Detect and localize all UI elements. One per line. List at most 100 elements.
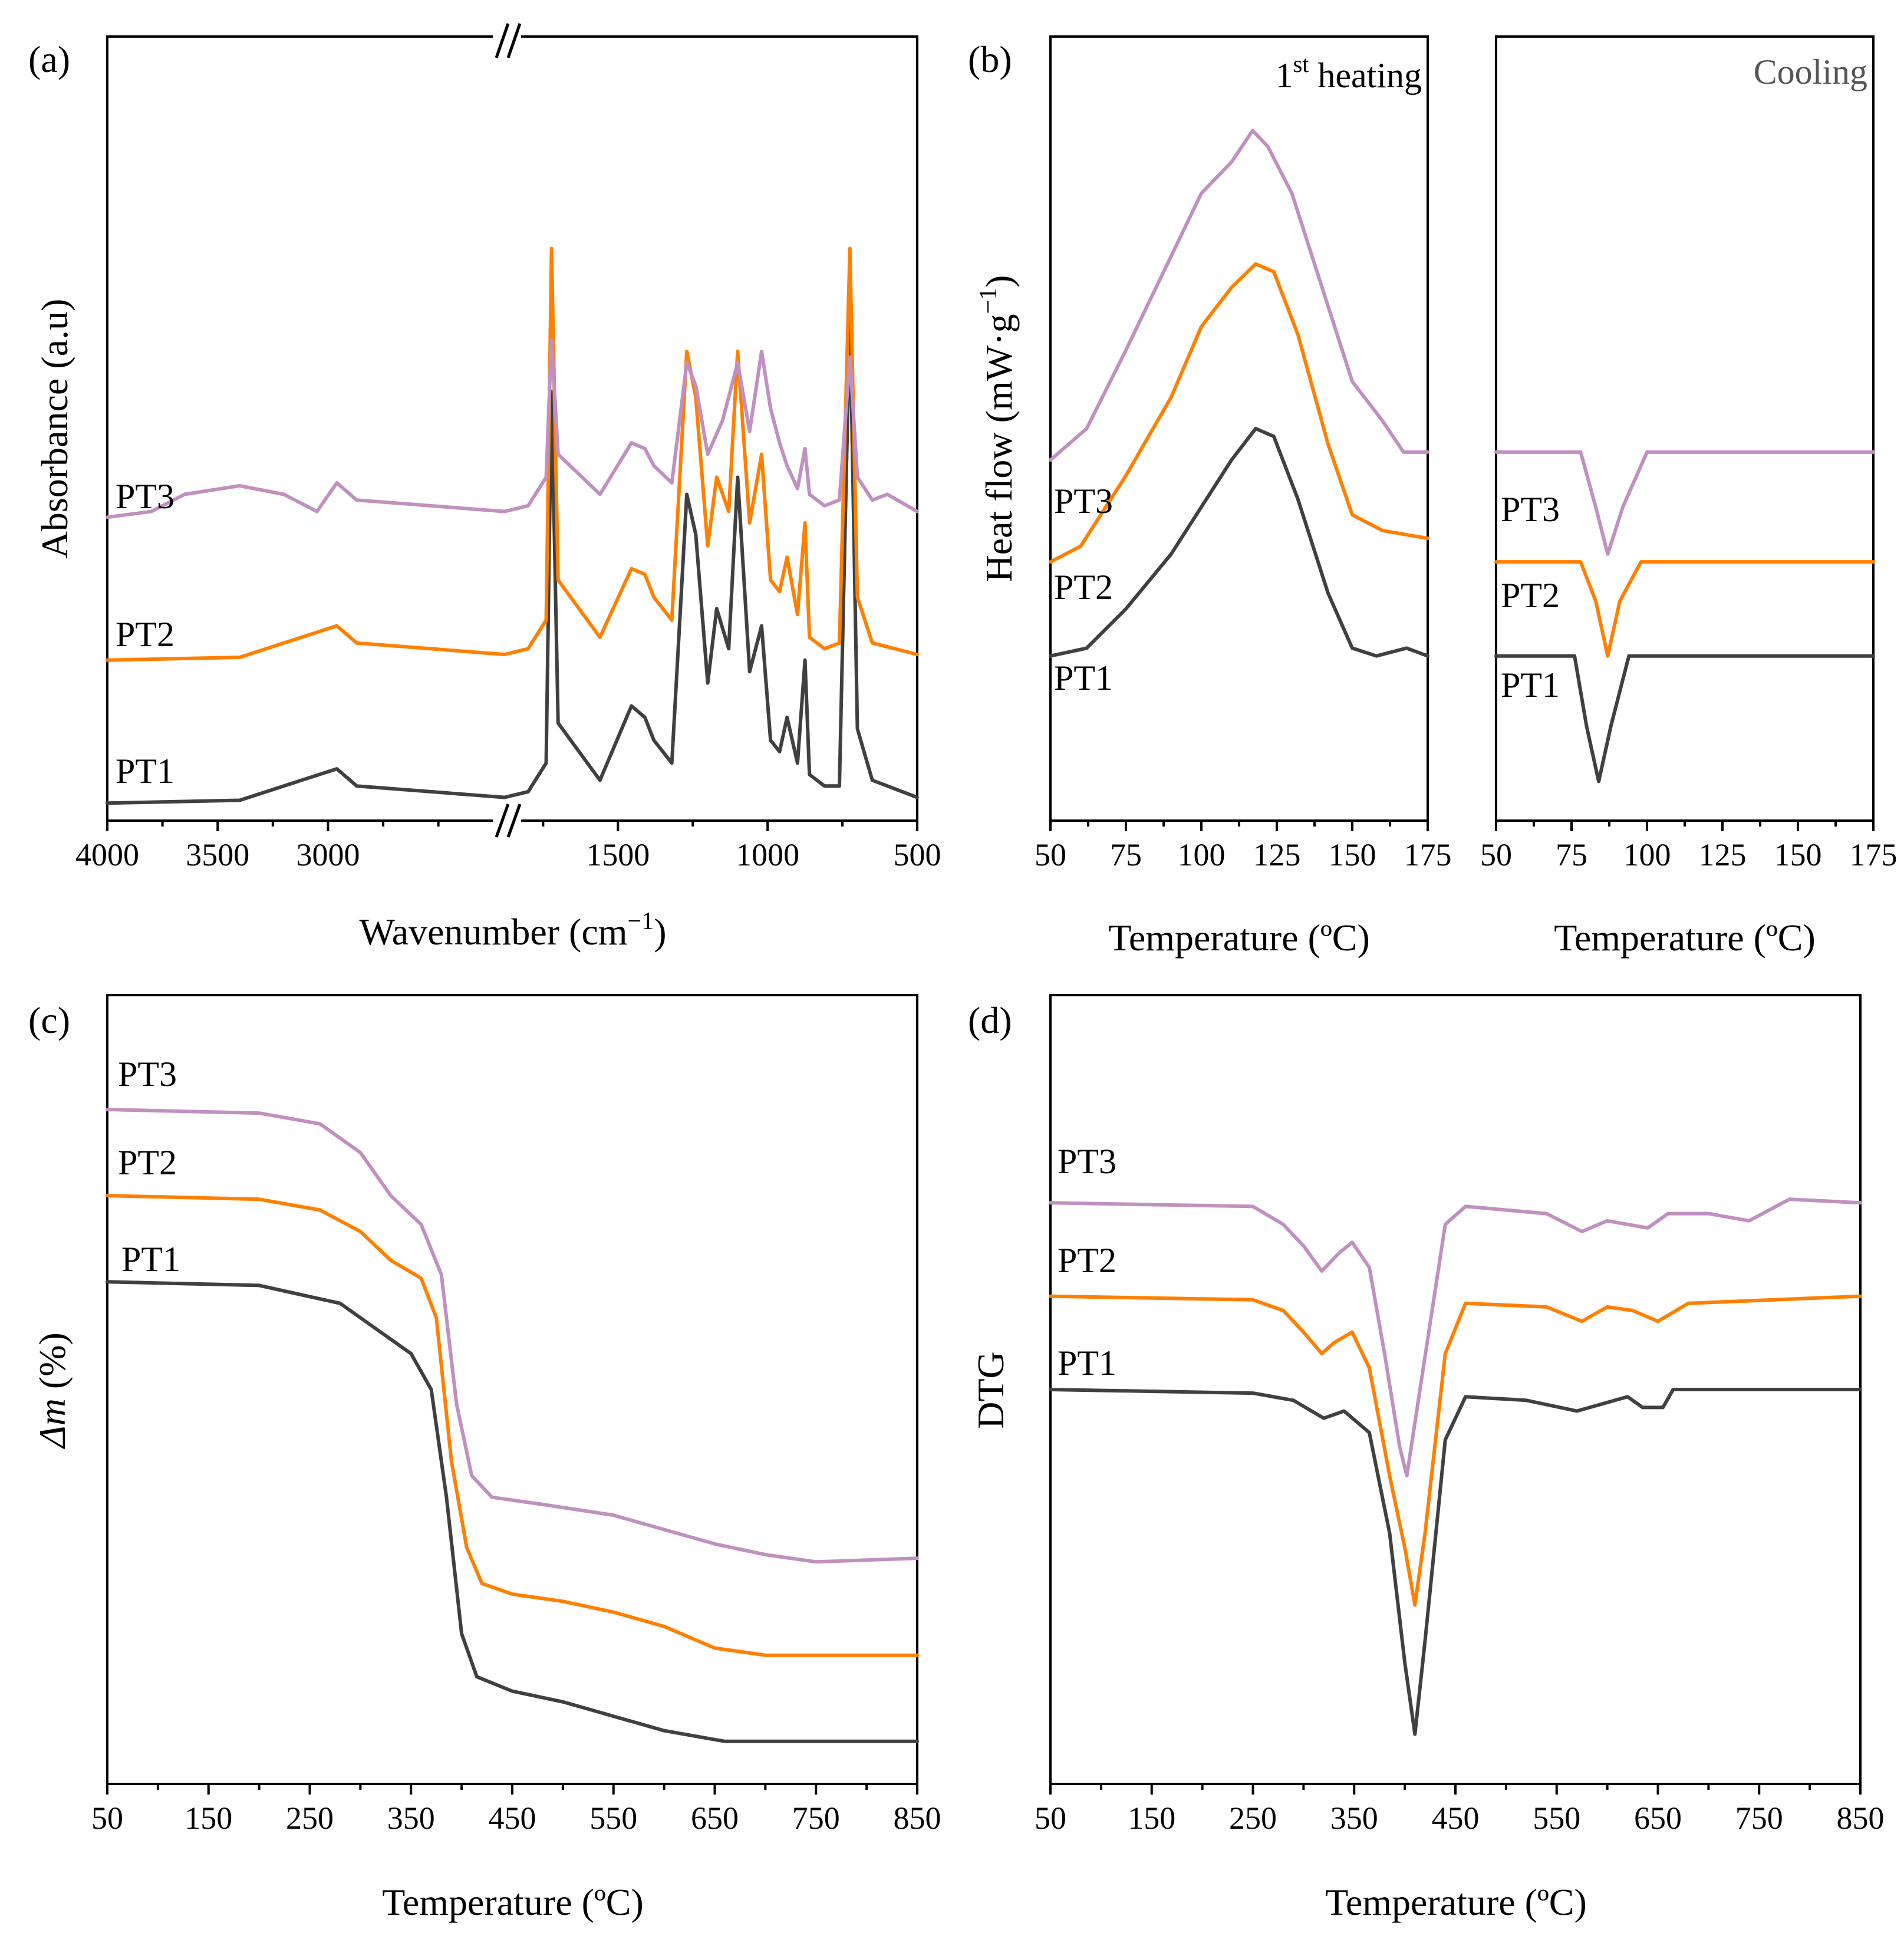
panel-d-x-tick-label-350: 350 xyxy=(1330,1800,1378,1836)
panel-d-series-pt2 xyxy=(1049,1294,1862,1607)
panel-b-cooling-ticks: 50 75 100 125 150 175 xyxy=(1480,821,1898,873)
panel-a-series-label-pt2: PT2 xyxy=(116,615,174,654)
panel-a-series-pt3 xyxy=(106,338,919,519)
panel-d-x-tick-label-50: 50 xyxy=(1035,1800,1066,1836)
panel-a-y-axis-title: Absorbance (a.u) xyxy=(34,299,75,559)
panel-a-x-axis-title: Wavenumber (cm−1) xyxy=(359,908,666,953)
panel-b-heating-label-pt2: PT2 xyxy=(1054,568,1113,607)
panel-b-heating-frame xyxy=(1049,35,1429,822)
panel-b-cooling-curves xyxy=(1494,450,1875,783)
panel-c: (c) 50 150 250 350 450 550 650 750 850 PT3 PT2 P… xyxy=(28,994,941,1923)
panel-b-heating-title: 1st heating xyxy=(1276,51,1422,95)
panel-b-heating-x-tick-label-100: 100 xyxy=(1178,837,1226,873)
panel-a-series-label-pt1: PT1 xyxy=(116,752,174,791)
panel-d-x-tick-label-850: 850 xyxy=(1837,1800,1885,1836)
panel-a-x-tick-label-4000: 4000 xyxy=(75,837,139,873)
panel-c-series-label-pt2: PT2 xyxy=(118,1143,177,1182)
panel-b-cooling-x-tick-label-75: 75 xyxy=(1556,837,1587,873)
panel-b-cooling-series-pt2 xyxy=(1494,560,1875,658)
panel-b-heating-x-axis-title: Temperature (ºC) xyxy=(1108,917,1370,959)
panel-a-x-tick-label-500: 500 xyxy=(894,837,941,873)
panel-d-x-tick-label-550: 550 xyxy=(1533,1800,1580,1836)
panel-a-ticks: 4000 3500 3000 1500 1000 500 xyxy=(75,821,941,873)
panel-c-x-tick-label-350: 350 xyxy=(387,1800,435,1836)
panel-b: (b) 50 75 100 125 150 175 50 75 100 125 150 175 1s… xyxy=(968,35,1898,959)
panel-c-letter: (c) xyxy=(28,999,70,1041)
panel-c-ticks: 50 150 250 350 450 550 650 750 850 xyxy=(91,1784,941,1836)
panel-d-curves xyxy=(1049,1197,1862,1736)
panel-d-y-axis-title: DTG xyxy=(970,1351,1012,1429)
panel-d-series-label-pt2: PT2 xyxy=(1058,1241,1116,1280)
panel-c-series-pt2 xyxy=(106,1194,919,1657)
panel-b-cooling-x-tick-label-50: 50 xyxy=(1480,837,1512,873)
panel-c-series-pt3 xyxy=(106,1108,919,1564)
panel-d-x-tick-label-450: 450 xyxy=(1432,1800,1480,1836)
panel-c-series-label-pt3: PT3 xyxy=(118,1055,177,1094)
panel-b-heating-x-tick-label-75: 75 xyxy=(1110,837,1142,873)
panel-c-x-tick-label-750: 750 xyxy=(792,1800,840,1836)
panel-b-cooling-x-tick-label-100: 100 xyxy=(1623,837,1671,873)
panel-b-heating-x-tick-label-175: 175 xyxy=(1404,837,1452,873)
panel-a-x-tick-label-1500: 1500 xyxy=(586,837,650,873)
panel-a-series-pt1 xyxy=(106,310,919,805)
panel-c-y-axis-title: Δm (%) xyxy=(31,1332,73,1450)
panel-a-axis-break-bottom xyxy=(495,804,522,838)
panel-d-letter: (d) xyxy=(968,999,1012,1041)
panel-b-heating-series-pt2 xyxy=(1049,262,1429,564)
panel-c-x-tick-label-850: 850 xyxy=(894,1800,941,1836)
panel-d: (d) 50 150 250 350 450 550 650 750 850 PT3 PT2 P… xyxy=(968,994,1885,1923)
panel-b-heating-label-pt1: PT1 xyxy=(1054,659,1113,697)
panel-b-heating-x-tick-label-125: 125 xyxy=(1253,837,1301,873)
panel-b-cooling-series-pt1 xyxy=(1494,654,1875,783)
panel-a-series-label-pt3: PT3 xyxy=(116,477,174,516)
panel-d-series-pt3 xyxy=(1049,1197,1862,1478)
panel-b-heating-ticks: 50 75 100 125 150 175 xyxy=(1035,821,1452,873)
panel-a-frame xyxy=(106,35,918,822)
panel-b-heating-label-pt3: PT3 xyxy=(1054,482,1113,521)
panel-b-cooling-label-pt1: PT1 xyxy=(1501,666,1560,704)
panel-d-series-pt1 xyxy=(1049,1388,1862,1736)
panel-a-axis-break-top xyxy=(495,23,522,58)
panel-b-heating-x-tick-label-50: 50 xyxy=(1035,837,1066,873)
panel-d-x-tick-label-750: 750 xyxy=(1735,1800,1783,1836)
panel-a: (a) 4000 3500 3000 1500 1000 500 PT3 PT2 PT1 … xyxy=(28,23,941,953)
panel-b-cooling-x-tick-label-175: 175 xyxy=(1850,837,1898,873)
panel-b-cooling-series-pt3 xyxy=(1494,450,1875,556)
panel-b-cooling-title: Cooling xyxy=(1754,52,1867,91)
panel-c-x-tick-label-50: 50 xyxy=(91,1800,123,1836)
panel-c-x-tick-label-450: 450 xyxy=(489,1800,536,1836)
panel-d-x-tick-label-150: 150 xyxy=(1128,1800,1175,1836)
panel-a-x-tick-label-3500: 3500 xyxy=(186,837,249,873)
panel-a-curves xyxy=(106,246,919,805)
panel-b-cooling-label-pt2: PT2 xyxy=(1501,576,1560,615)
panel-c-x-tick-label-150: 150 xyxy=(185,1800,232,1836)
panel-c-x-axis-title: Temperature (ºC) xyxy=(382,1881,644,1923)
panel-d-x-tick-label-650: 650 xyxy=(1634,1800,1682,1836)
panel-b-heating-series-pt3 xyxy=(1049,129,1429,462)
panel-b-heating-series-pt1 xyxy=(1049,427,1429,658)
panel-b-letter: (b) xyxy=(968,38,1012,80)
panel-d-ticks: 50 150 250 350 450 550 650 750 850 xyxy=(1035,1784,1885,1836)
panel-c-x-tick-label-250: 250 xyxy=(286,1800,334,1836)
panel-b-heating-x-tick-label-150: 150 xyxy=(1329,837,1376,873)
panel-c-x-tick-label-550: 550 xyxy=(589,1800,637,1836)
panel-d-x-tick-label-250: 250 xyxy=(1229,1800,1277,1836)
panel-c-series-label-pt1: PT1 xyxy=(121,1240,180,1279)
panel-a-x-tick-label-1000: 1000 xyxy=(736,837,799,873)
panel-b-cooling-label-pt3: PT3 xyxy=(1501,490,1560,529)
panel-d-x-axis-title: Temperature (ºC) xyxy=(1325,1881,1587,1923)
panel-b-cooling-x-tick-label-150: 150 xyxy=(1774,837,1822,873)
panel-d-series-label-pt3: PT3 xyxy=(1058,1142,1116,1181)
panel-b-heating-curves xyxy=(1049,129,1429,658)
panel-a-x-tick-label-3000: 3000 xyxy=(296,837,360,873)
panel-a-series-pt2 xyxy=(106,246,919,662)
panel-c-curves xyxy=(106,1108,919,1743)
panel-b-cooling-x-tick-label-125: 125 xyxy=(1699,837,1747,873)
panel-a-letter: (a) xyxy=(28,38,70,80)
panel-b-y-axis-title: Heat flow (mW·g−1) xyxy=(975,275,1020,582)
panel-d-series-label-pt1: PT1 xyxy=(1058,1344,1116,1382)
panel-b-cooling-x-axis-title: Temperature (ºC) xyxy=(1554,917,1816,959)
panel-c-x-tick-label-650: 650 xyxy=(691,1800,739,1836)
panel-c-series-pt1 xyxy=(106,1280,919,1743)
